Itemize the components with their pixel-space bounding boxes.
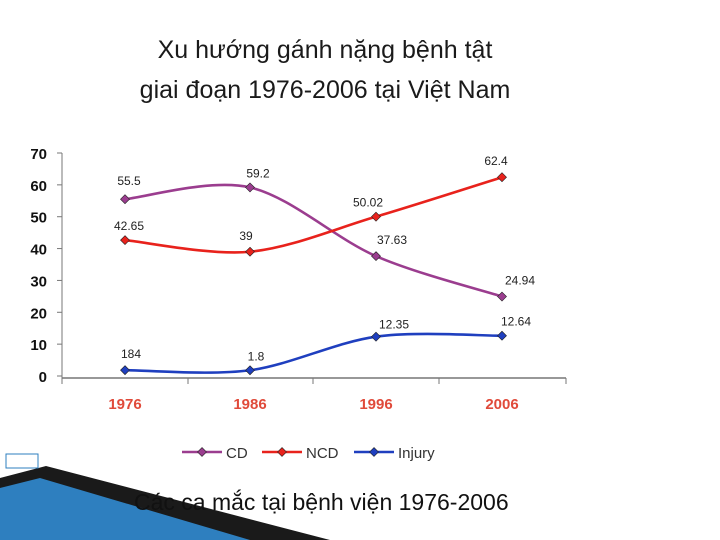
data-point-marker <box>120 365 130 376</box>
x-tick-label: 2006 <box>485 396 518 413</box>
data-point-marker <box>371 331 381 342</box>
legend-marker <box>277 447 287 457</box>
series-line-cd <box>124 183 503 298</box>
data-point-marker <box>120 235 130 246</box>
data-point-marker <box>120 194 130 205</box>
data-label: 59.2 <box>246 166 270 180</box>
data-label: 39 <box>239 229 253 243</box>
slide-caption: Các ca mắc tại bệnh viện 1976-2006 <box>134 489 509 515</box>
data-label: 1.8 <box>248 349 265 363</box>
x-tick-label: 1986 <box>233 396 266 413</box>
data-label: 50.02 <box>353 196 383 210</box>
x-tick-label: 1976 <box>108 396 141 413</box>
data-point-marker <box>371 251 381 262</box>
data-label: 12.35 <box>379 318 409 332</box>
data-label: 12.64 <box>501 315 531 329</box>
data-label: 184 <box>121 347 141 361</box>
data-point-marker <box>497 330 507 341</box>
data-point-marker <box>245 246 255 257</box>
data-label: 42.65 <box>114 219 144 233</box>
data-point-marker <box>245 365 255 376</box>
data-point-marker <box>245 182 255 193</box>
y-tick-label: 60 <box>30 178 47 195</box>
data-point-marker <box>371 211 381 222</box>
y-tick-label: 20 <box>30 305 47 322</box>
series-line-injury <box>124 332 503 374</box>
legend-marker <box>369 447 379 457</box>
data-label: 24.94 <box>505 274 535 288</box>
y-tick-label: 40 <box>30 242 47 259</box>
legend-marker <box>197 447 207 457</box>
data-point-marker <box>497 172 507 183</box>
decorative-swoosh-blue <box>0 478 250 540</box>
y-tick-label: 30 <box>30 273 47 290</box>
y-tick-label: 10 <box>30 337 47 354</box>
data-label: 37.63 <box>377 233 407 247</box>
y-tick-label: 70 <box>30 146 47 163</box>
x-tick-label: 1996 <box>359 396 392 413</box>
legend-label-injury: Injury <box>398 445 435 462</box>
legend-label-ncd: NCD <box>306 445 339 462</box>
data-point-marker <box>497 291 507 302</box>
y-tick-label: 50 <box>30 210 47 227</box>
legend-label-cd: CD <box>226 445 248 462</box>
data-label: 62.4 <box>484 154 508 168</box>
slide-title-line-2: giai đoạn 1976-2006 tại Việt Nam <box>139 76 511 104</box>
y-tick-label: 0 <box>39 369 47 386</box>
slide-title-line-1: Xu hướng gánh nặng bệnh tật <box>157 36 493 64</box>
decorative-frame-corner <box>5 453 39 469</box>
series-line-ncd <box>124 175 503 254</box>
data-label: 55.5 <box>117 174 141 188</box>
